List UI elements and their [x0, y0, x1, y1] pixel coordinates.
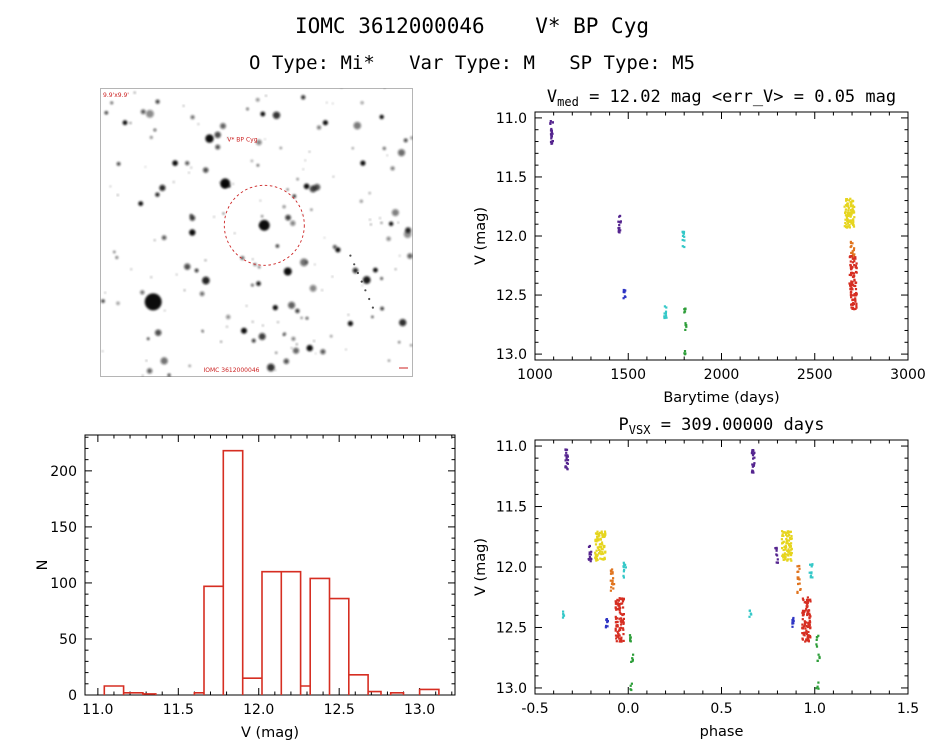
svg-text:11.5: 11.5 — [496, 500, 527, 516]
page-title: IOMC 3612000046 V* BP Cyg — [294, 14, 649, 38]
svg-text:Vmed = 12.02 mag <err_V> = 0.0: Vmed = 12.02 mag <err_V> = 0.05 mag — [547, 87, 896, 109]
finding-chart-annotations: 9.9'x9.9' V* BP Cyg IOMC 3612000046 — [103, 92, 260, 374]
svg-text:2500: 2500 — [797, 367, 833, 383]
svg-text:13.0: 13.0 — [404, 702, 435, 718]
phase-curve-labels: -0.5 0.0 0.5 1.0 1.5 11.0 11.5 12.0 12.5 13.0 phas… — [473, 415, 919, 740]
svg-text:V (mag): V (mag) — [241, 725, 299, 741]
chart-id-label: IOMC 3612000046 — [204, 367, 260, 374]
light-curve-points — [549, 120, 858, 356]
finding-chart-border — [100, 88, 413, 377]
svg-text:V (mag): V (mag) — [473, 207, 489, 265]
magnitude-histogram-plot: 11.0 11.5 12.0 12.5 13.0 0 50 100 150 200 V (mag) N — [35, 434, 456, 741]
fov-label: 9.9'x9.9' — [103, 92, 129, 99]
svg-text:1000: 1000 — [517, 367, 553, 383]
svg-text:13.0: 13.0 — [496, 347, 527, 363]
svg-text:150: 150 — [50, 520, 77, 536]
svg-text:12.5: 12.5 — [496, 620, 527, 636]
svg-text:3000: 3000 — [890, 367, 926, 383]
svg-text:-0.5: -0.5 — [521, 701, 548, 717]
svg-text:50: 50 — [59, 632, 77, 648]
svg-text:0.5: 0.5 — [710, 701, 732, 717]
svg-text:11.0: 11.0 — [496, 111, 527, 127]
svg-text:12.5: 12.5 — [496, 288, 527, 304]
svg-text:11.5: 11.5 — [496, 170, 527, 186]
svg-text:Barytime (days): Barytime (days) — [663, 390, 779, 406]
svg-text:11.5: 11.5 — [163, 702, 194, 718]
finding-chart-image: 9.9'x9.9' V* BP Cyg IOMC 3612000046 — [100, 88, 413, 377]
phase-folded-plot: -0.5 0.0 0.5 1.0 1.5 11.0 11.5 12.0 12.5 13.0 phas… — [473, 415, 919, 740]
phase-curve-points — [561, 448, 821, 692]
svg-text:11.0: 11.0 — [82, 702, 113, 718]
svg-text:PVSX = 309.00000 days: PVSX = 309.00000 days — [619, 415, 825, 437]
svg-text:200: 200 — [50, 464, 77, 480]
star-field — [101, 88, 413, 377]
svg-text:0.0: 0.0 — [617, 701, 639, 717]
finding-chart: 9.9'x9.9' V* BP Cyg IOMC 3612000046 — [100, 88, 413, 377]
histogram-labels: 11.0 11.5 12.0 12.5 13.0 0 50 100 150 200 V (mag) N — [35, 464, 435, 741]
svg-text:12.5: 12.5 — [324, 702, 355, 718]
svg-text:0: 0 — [68, 688, 77, 704]
svg-text:12.0: 12.0 — [243, 702, 274, 718]
target-circle — [223, 184, 305, 266]
histogram-frame — [84, 434, 456, 696]
svg-text:V (mag): V (mag) — [473, 538, 489, 596]
page-subtitle: O Type: Mi* Var Type: M SP Type: M5 — [248, 52, 696, 74]
svg-text:1500: 1500 — [610, 367, 646, 383]
histogram-outline — [103, 449, 440, 695]
svg-text:1.5: 1.5 — [897, 701, 919, 717]
light-curve-labels: 1000 1500 2000 2500 3000 11.0 11.5 12.0 12.5 13.0… — [473, 87, 926, 406]
svg-text:1.0: 1.0 — [804, 701, 826, 717]
svg-text:N: N — [35, 560, 51, 571]
svg-text:11.0: 11.0 — [496, 439, 527, 455]
target-name-label: V* BP Cyg — [227, 137, 257, 144]
svg-text:2000: 2000 — [704, 367, 740, 383]
light-curve-frame — [534, 111, 909, 361]
svg-text:phase: phase — [700, 724, 744, 740]
svg-text:12.0: 12.0 — [496, 560, 527, 576]
light-curve-plot: 1000 1500 2000 2500 3000 11.0 11.5 12.0 12.5 13.0… — [473, 87, 926, 406]
svg-text:100: 100 — [50, 576, 77, 592]
phase-curve-frame — [534, 439, 909, 695]
svg-text:12.0: 12.0 — [496, 229, 527, 245]
svg-text:13.0: 13.0 — [496, 681, 527, 697]
